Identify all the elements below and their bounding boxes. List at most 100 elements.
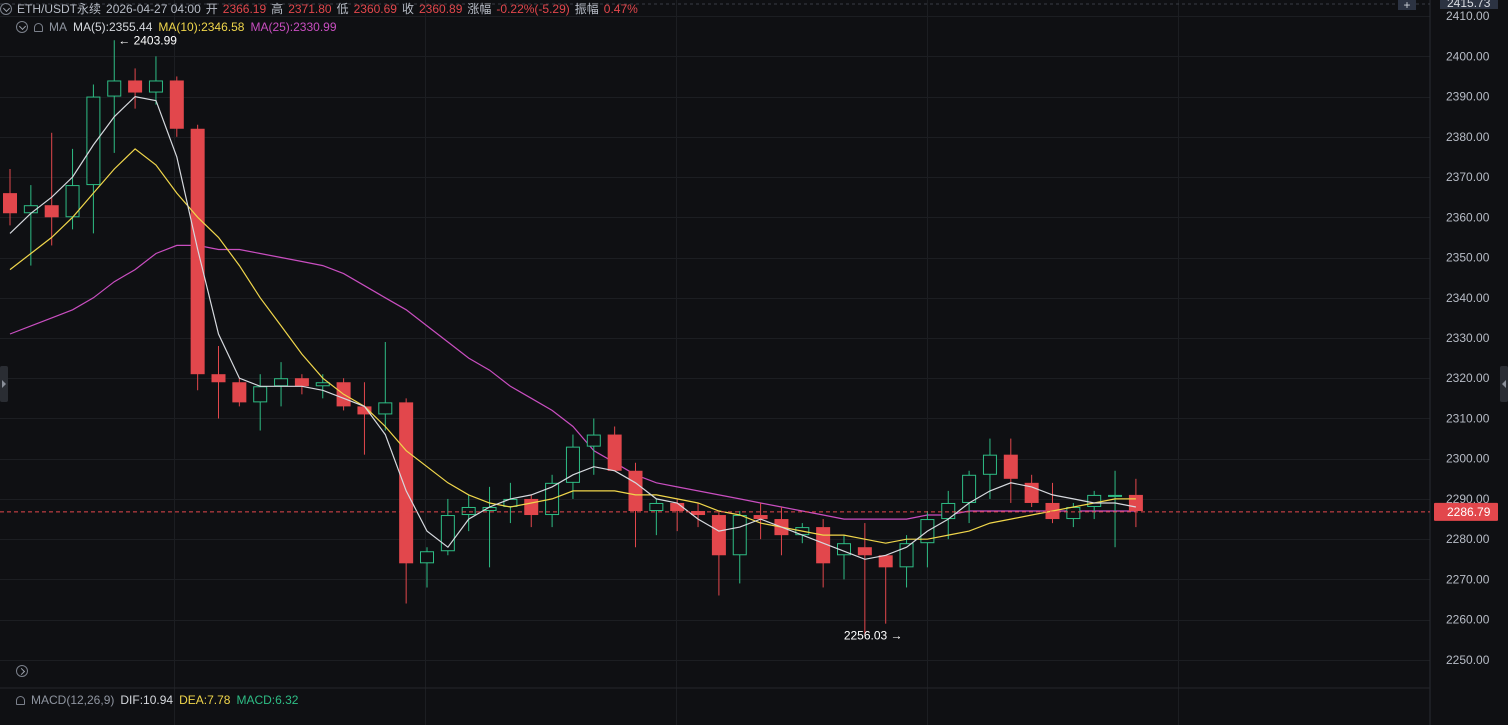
y-tick-label: 2280.00 <box>1446 532 1490 546</box>
top-price-box <box>1440 0 1498 9</box>
dea-value: DEA:7.78 <box>179 693 231 707</box>
y-axis-labels: 2410.00 2400.00 2390.00 2380.00 2370.00 2360.… <box>1440 0 1498 667</box>
candle-body <box>586 434 601 447</box>
macd-label: MACD(12,26,9) <box>31 693 115 707</box>
candle-body <box>816 527 831 564</box>
top-price-label: 2415.73 <box>1447 0 1491 10</box>
y-tick-label: 2350.00 <box>1446 251 1490 265</box>
candle-body <box>357 406 372 415</box>
ma5-value: MA(5):2355.44 <box>73 20 153 34</box>
expand-chevron-icon[interactable] <box>16 665 28 677</box>
candle-body <box>982 454 997 475</box>
candle <box>711 511 726 596</box>
candle <box>211 346 226 419</box>
candle-body <box>378 402 393 415</box>
low-value: 2360.69 <box>353 1 397 16</box>
candle <box>691 502 706 528</box>
candle-body <box>420 551 434 564</box>
candle <box>357 382 372 455</box>
y-tick-label: 2380.00 <box>1446 130 1490 144</box>
y-tick-label: 2310.00 <box>1446 411 1490 425</box>
candle-body <box>86 96 101 186</box>
ma-collapse-chevron-icon[interactable] <box>16 21 28 33</box>
candle-body <box>732 515 747 556</box>
ma-lines-group <box>9 95 1137 560</box>
collapse-chevron-icon[interactable] <box>0 2 12 15</box>
change-label: 涨幅 <box>467 2 492 16</box>
candle <box>753 502 768 540</box>
candle <box>294 374 309 395</box>
candle-body <box>128 80 143 93</box>
low-label: 低 <box>336 2 349 16</box>
y-tick-label: 2340.00 <box>1446 291 1490 305</box>
last-price-box <box>1434 502 1498 521</box>
left-scroll-handle[interactable] <box>0 366 8 402</box>
candle <box>378 342 393 431</box>
candle <box>44 132 59 246</box>
candle <box>649 498 664 536</box>
candle-body <box>1128 494 1143 512</box>
y-tick-label: 2290.00 <box>1446 492 1490 506</box>
ma10-series <box>9 148 1136 544</box>
candle-body <box>1066 506 1081 520</box>
candle <box>816 519 831 588</box>
close-label: 收 <box>401 2 414 16</box>
y-tick-label: 2300.00 <box>1446 452 1490 466</box>
candle <box>461 494 476 532</box>
candle-body <box>315 382 330 387</box>
candle-body <box>253 386 268 403</box>
candle-body <box>962 474 977 503</box>
candle-body <box>857 547 872 556</box>
candle-body <box>148 80 163 93</box>
candle <box>86 84 101 234</box>
extreme-markers: ← 2403.99 2256.03 → <box>118 33 902 642</box>
ma5-series <box>9 95 1137 560</box>
candle-body <box>107 80 122 97</box>
candle <box>857 523 872 636</box>
candle-body <box>440 515 455 552</box>
candles-group[interactable] <box>3 40 1143 636</box>
candle-body <box>274 378 289 387</box>
candle-body <box>753 515 768 520</box>
ma-alert-bell-icon[interactable] <box>34 22 43 32</box>
candle-body <box>399 402 414 564</box>
ohlc-header: ETH/USDT永续 2026-04-27 04:00 开 2366.19 高 … <box>0 0 1430 17</box>
candle <box>128 68 143 109</box>
candle <box>982 438 997 499</box>
top-price-plus-button[interactable]: + <box>1398 0 1416 11</box>
amplitude-label: 振幅 <box>574 2 599 16</box>
candle <box>586 418 601 475</box>
candle <box>1087 490 1102 520</box>
candle-body <box>899 543 914 568</box>
candle-body <box>649 502 664 512</box>
y-tick-label: 2360.00 <box>1446 210 1490 224</box>
candle <box>420 547 434 588</box>
high-label: 高 <box>271 2 284 16</box>
change-value: -0.22%(-5.29) <box>496 1 570 16</box>
last-price-label: 2286.79 <box>1447 505 1491 519</box>
symbol-label: ETH/USDT永续 <box>17 2 102 16</box>
open-value: 2366.19 <box>222 1 267 16</box>
candle-body <box>211 374 226 383</box>
candle <box>232 378 247 407</box>
candle <box>3 168 17 226</box>
candle <box>399 398 414 604</box>
y-tick-label: 2330.00 <box>1446 331 1490 345</box>
close-value: 2360.89 <box>419 1 463 16</box>
right-scroll-handle[interactable] <box>1500 366 1508 402</box>
candle-body <box>232 382 247 403</box>
candle-body <box>3 193 17 214</box>
dif-value: DIF:10.94 <box>120 693 174 707</box>
ma-indicator-row: MA MA(5):2355.44 MA(10):2346.58 MA(25):2… <box>16 19 337 35</box>
candle <box>524 494 539 528</box>
macd-value: MACD:6.32 <box>236 693 299 707</box>
macd-alert-bell-icon[interactable] <box>16 695 25 705</box>
y-tick-label: 2270.00 <box>1446 572 1490 586</box>
last-price-line: 2286.79 <box>0 502 1498 521</box>
low-marker-label: 2256.03 → <box>844 629 903 643</box>
candle <box>1108 470 1123 548</box>
y-tick-label: 2260.00 <box>1446 613 1490 627</box>
candle-body <box>1003 454 1018 479</box>
candle-time: 2026-04-27 04:00 <box>106 1 201 16</box>
